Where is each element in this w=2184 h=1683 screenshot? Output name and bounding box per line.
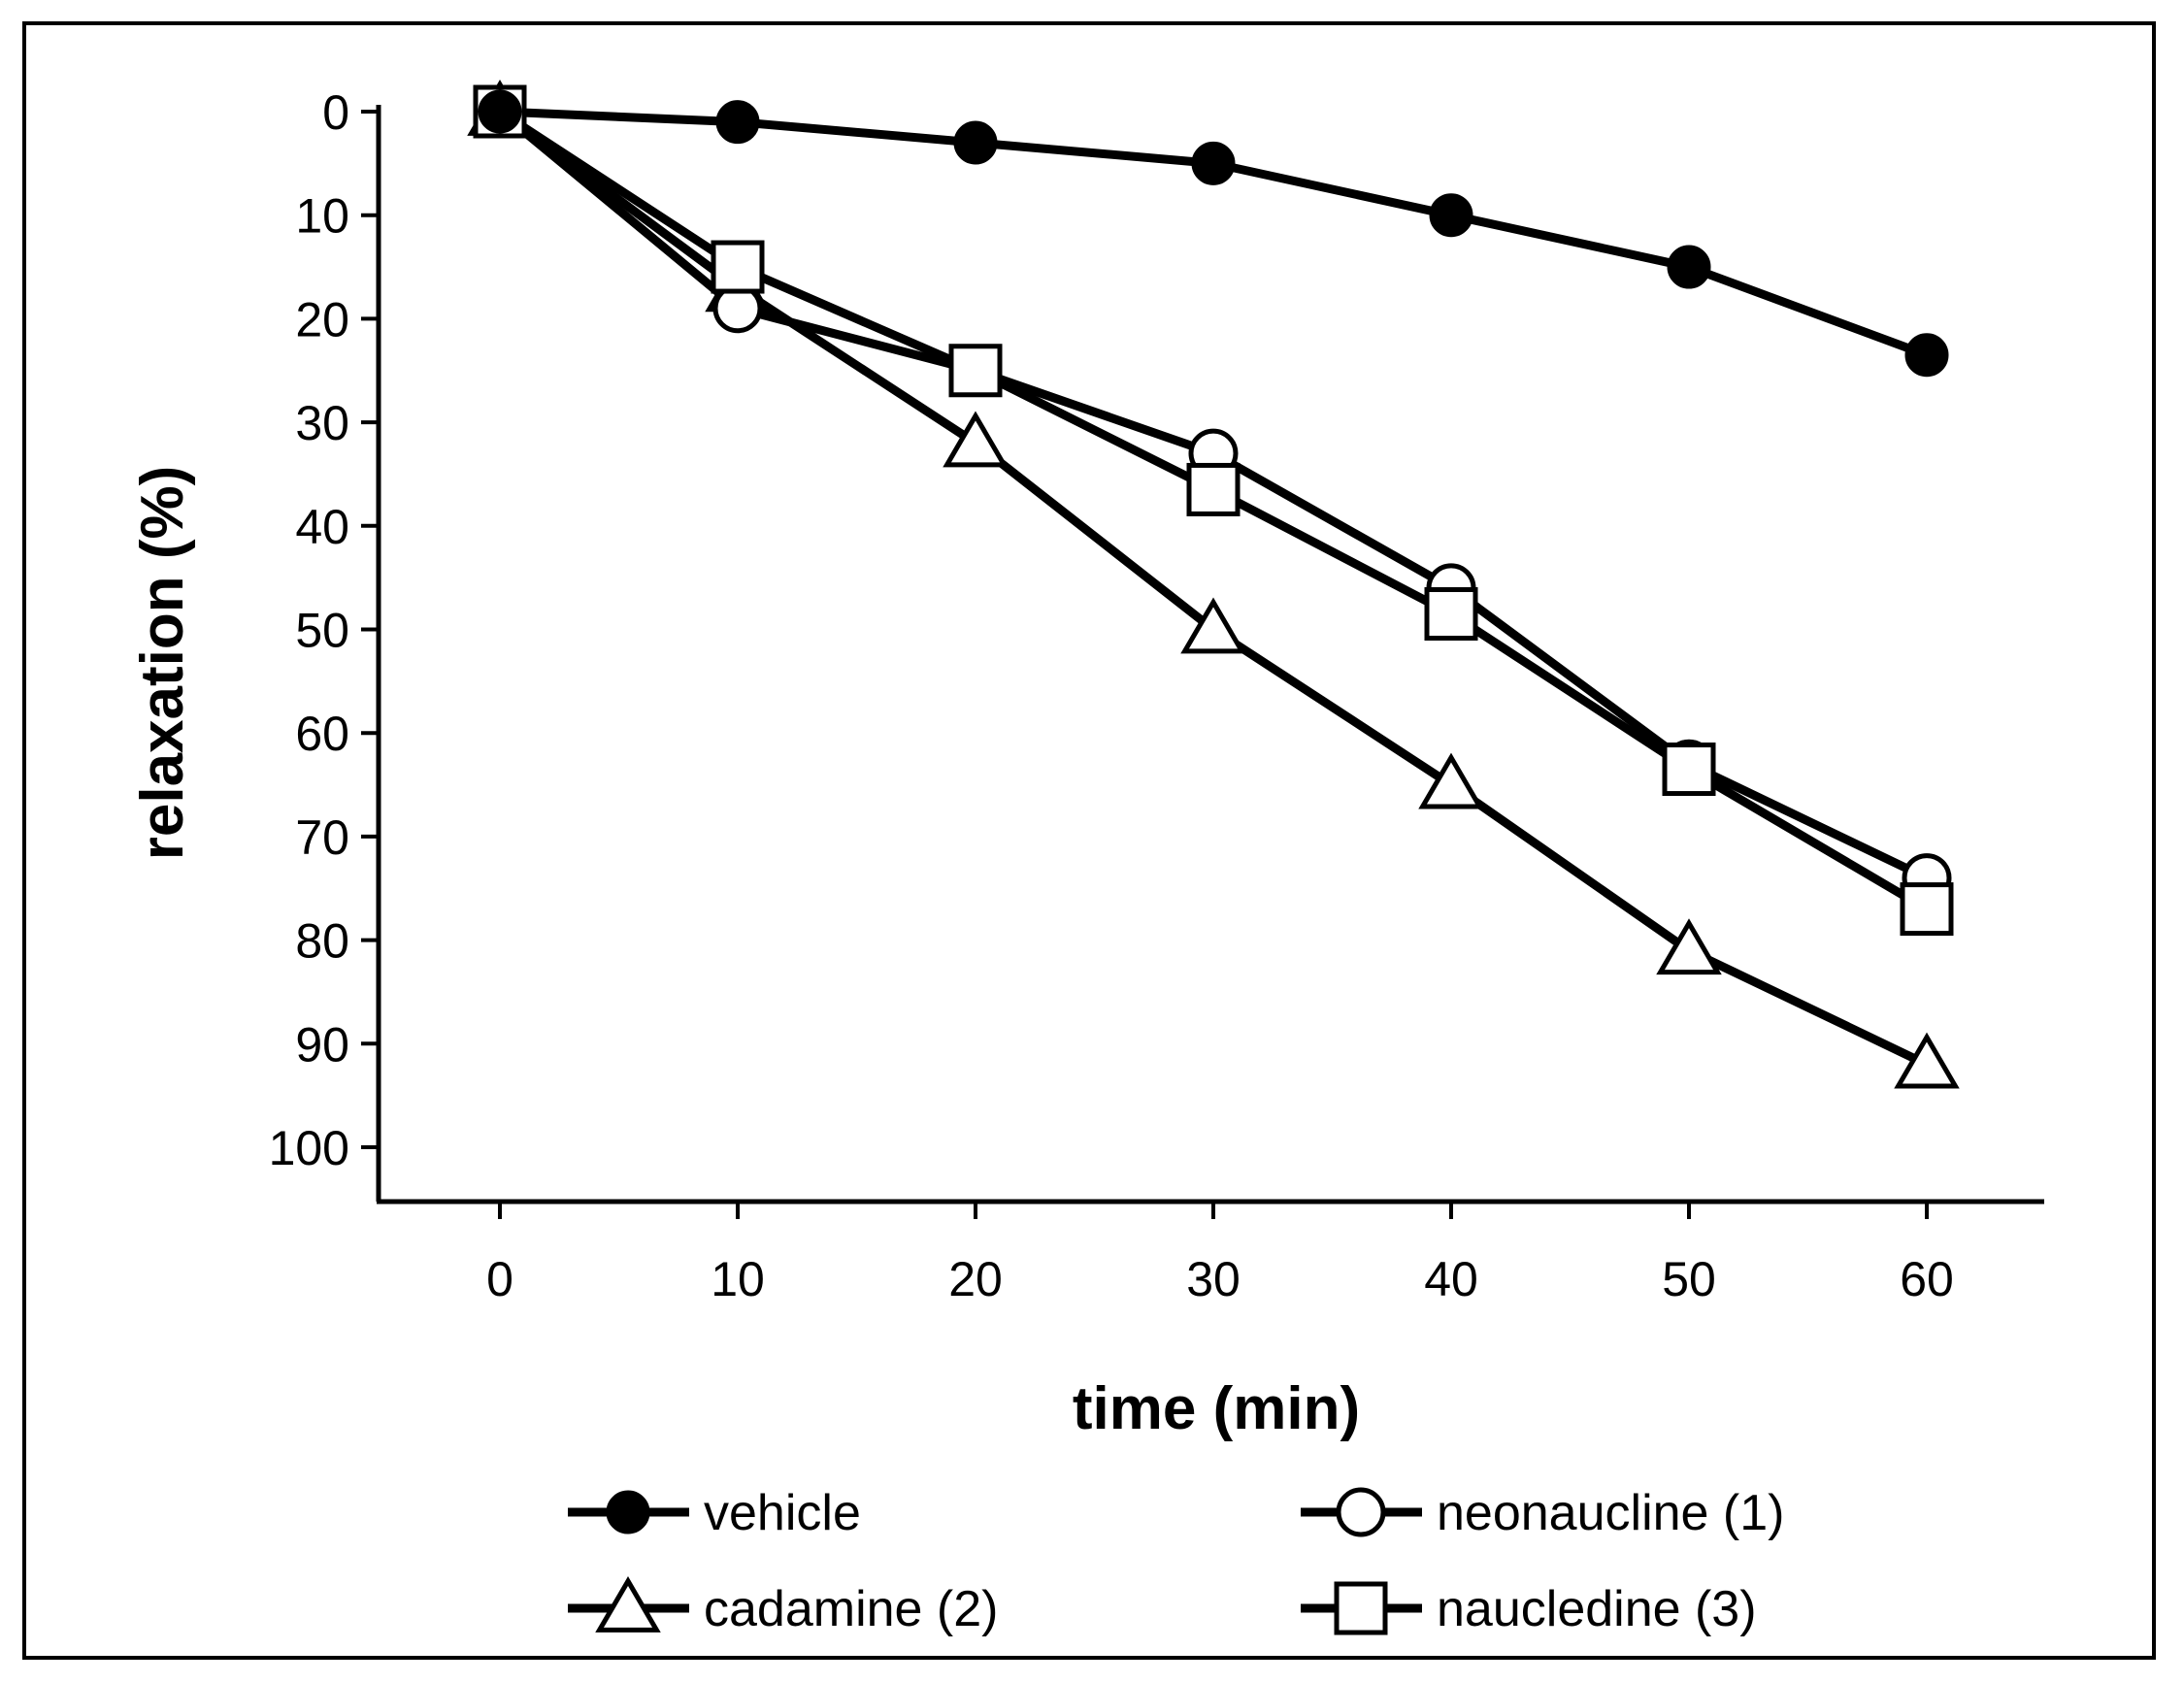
- x-tick-label: 20: [948, 1252, 1003, 1306]
- legend-marker: [595, 1576, 661, 1633]
- y-tick-label: 70: [295, 810, 349, 865]
- x-tick-label: 10: [711, 1252, 765, 1306]
- legend-item-cadamine-2: cadamine (2): [568, 1576, 998, 1637]
- chart-axes: 0 10 20 30 40 50 60 70 80 90 100 0 10 20 30 40 50 60: [269, 85, 2044, 1306]
- legend-label: naucledine (3): [1437, 1581, 1757, 1637]
- legend: vehicle neonaucline (1) cadamine (2) naucle…: [568, 1485, 1784, 1637]
- y-tick-label: 40: [295, 500, 349, 554]
- legend-marker: [1336, 1487, 1386, 1537]
- series-markers-vehicle: [478, 89, 1949, 378]
- x-axis-ticks: 0 10 20 30 40 50 60: [486, 1202, 1954, 1306]
- data-point-cadamine-2: [1894, 1032, 1960, 1089]
- data-point-vehicle: [1667, 245, 1711, 289]
- y-tick-label: 30: [295, 396, 349, 450]
- y-axis-title: relaxation (%): [129, 466, 196, 861]
- data-point-naucledine-3: [1186, 462, 1241, 516]
- legend-label: cadamine (2): [704, 1581, 998, 1637]
- y-axis-ticks: 0 10 20 30 40 50 60 70 80 90 100: [269, 85, 379, 1175]
- y-tick-label: 10: [295, 189, 349, 244]
- y-tick-label: 60: [295, 707, 349, 761]
- y-tick-label: 100: [269, 1121, 349, 1175]
- data-point-vehicle: [1191, 141, 1236, 185]
- legend-label: neonaucline (1): [1437, 1485, 1784, 1541]
- y-tick-label: 90: [295, 1017, 349, 1072]
- legend-item-vehicle: vehicle: [568, 1485, 861, 1541]
- series-layer: [467, 80, 1960, 1089]
- data-point-cadamine-2: [943, 411, 1009, 468]
- data-point-vehicle: [478, 89, 522, 134]
- y-tick-label: 20: [295, 292, 349, 346]
- x-tick-label: 60: [1900, 1252, 1954, 1306]
- legend-marker: [1334, 1581, 1388, 1635]
- series-markers-naucledine-3: [473, 84, 1954, 937]
- data-point-naucledine-3: [948, 344, 1003, 398]
- x-axis-title: time (min): [1073, 1375, 1360, 1442]
- data-point-naucledine-3: [711, 240, 765, 294]
- data-point-naucledine-3: [1662, 742, 1716, 797]
- legend-label: vehicle: [704, 1485, 861, 1541]
- data-point-vehicle: [1904, 333, 1949, 378]
- legend-item-naucledine-3: naucledine (3): [1301, 1581, 1757, 1637]
- data-point-cadamine-2: [1418, 752, 1484, 809]
- legend-item-neonaucline-1: neonaucline (1): [1301, 1485, 1784, 1541]
- data-point-vehicle: [1429, 193, 1473, 238]
- data-point-cadamine-2: [1180, 597, 1246, 654]
- x-tick-label: 40: [1424, 1252, 1478, 1306]
- x-tick-label: 50: [1662, 1252, 1716, 1306]
- x-tick-label: 30: [1186, 1252, 1241, 1306]
- y-tick-label: 50: [295, 604, 349, 658]
- data-point-naucledine-3: [1424, 586, 1478, 641]
- y-tick-label: 0: [322, 85, 349, 140]
- data-point-cadamine-2: [1656, 918, 1722, 975]
- legend-marker: [606, 1490, 650, 1534]
- x-tick-label: 0: [486, 1252, 513, 1306]
- y-tick-label: 80: [295, 914, 349, 969]
- data-point-vehicle: [953, 120, 998, 165]
- data-point-naucledine-3: [1900, 882, 1954, 937]
- data-point-vehicle: [715, 100, 760, 145]
